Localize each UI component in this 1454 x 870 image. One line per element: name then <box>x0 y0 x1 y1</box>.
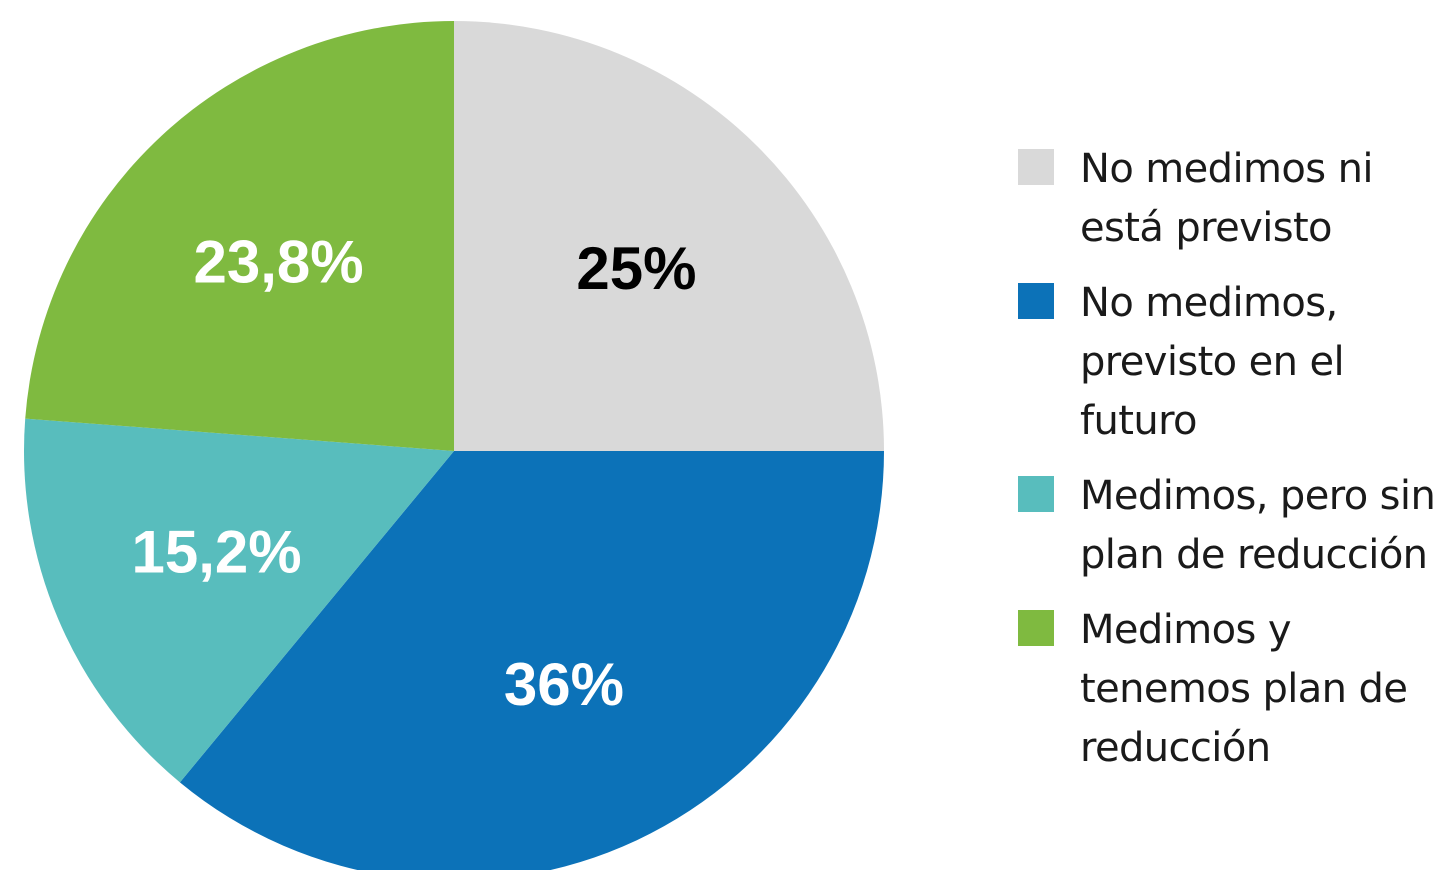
legend-label-line: No medimos, <box>1080 280 1338 326</box>
slice-value-label-1: 36% <box>504 651 624 718</box>
legend-label-line: Medimos, pero sin <box>1080 473 1436 519</box>
legend-label-3: Medimos y tenemos plan de reducción <box>1080 601 1448 778</box>
legend-item-2: Medimos, pero sin plan de reducción <box>1018 467 1448 585</box>
pie-value-labels: 25% 36% 15,2% 23,8% <box>132 228 697 718</box>
chart-legend: No medimos ni está previsto No medimos, pre… <box>1018 140 1448 794</box>
pie-slice-1 <box>179 451 884 870</box>
slice-value-label-0: 25% <box>576 235 696 302</box>
legend-label-line: tenemos plan de <box>1080 666 1408 712</box>
legend-swatch-0 <box>1018 149 1054 185</box>
legend-label-2: Medimos, pero sin plan de reducción <box>1080 467 1448 585</box>
legend-item-0: No medimos ni está previsto <box>1018 140 1448 258</box>
pie-slice-0 <box>454 21 884 451</box>
legend-label-line: plan de reducción <box>1080 532 1428 578</box>
legend-label-1: No medimos, previsto en el futuro <box>1080 274 1448 451</box>
legend-label-line: está previsto <box>1080 205 1333 251</box>
legend-swatch-1 <box>1018 283 1054 319</box>
pie-slice-2 <box>23 418 455 783</box>
legend-label-line: No medimos ni <box>1080 146 1373 192</box>
pie-slices <box>23 21 884 870</box>
slice-value-label-2: 15,2% <box>132 519 302 586</box>
slice-value-label-3: 23,8% <box>194 228 364 295</box>
legend-label-line: previsto en el <box>1080 339 1345 385</box>
legend-label-line: futuro <box>1080 398 1198 444</box>
legend-label-0: No medimos ni está previsto <box>1080 140 1448 258</box>
legend-item-1: No medimos, previsto en el futuro <box>1018 274 1448 451</box>
legend-item-3: Medimos y tenemos plan de reducción <box>1018 601 1448 778</box>
legend-label-line: Medimos y <box>1080 607 1291 653</box>
pie-slice-3 <box>25 21 454 451</box>
legend-swatch-2 <box>1018 476 1054 512</box>
legend-label-line: reducción <box>1080 725 1271 771</box>
legend-swatch-3 <box>1018 610 1054 646</box>
